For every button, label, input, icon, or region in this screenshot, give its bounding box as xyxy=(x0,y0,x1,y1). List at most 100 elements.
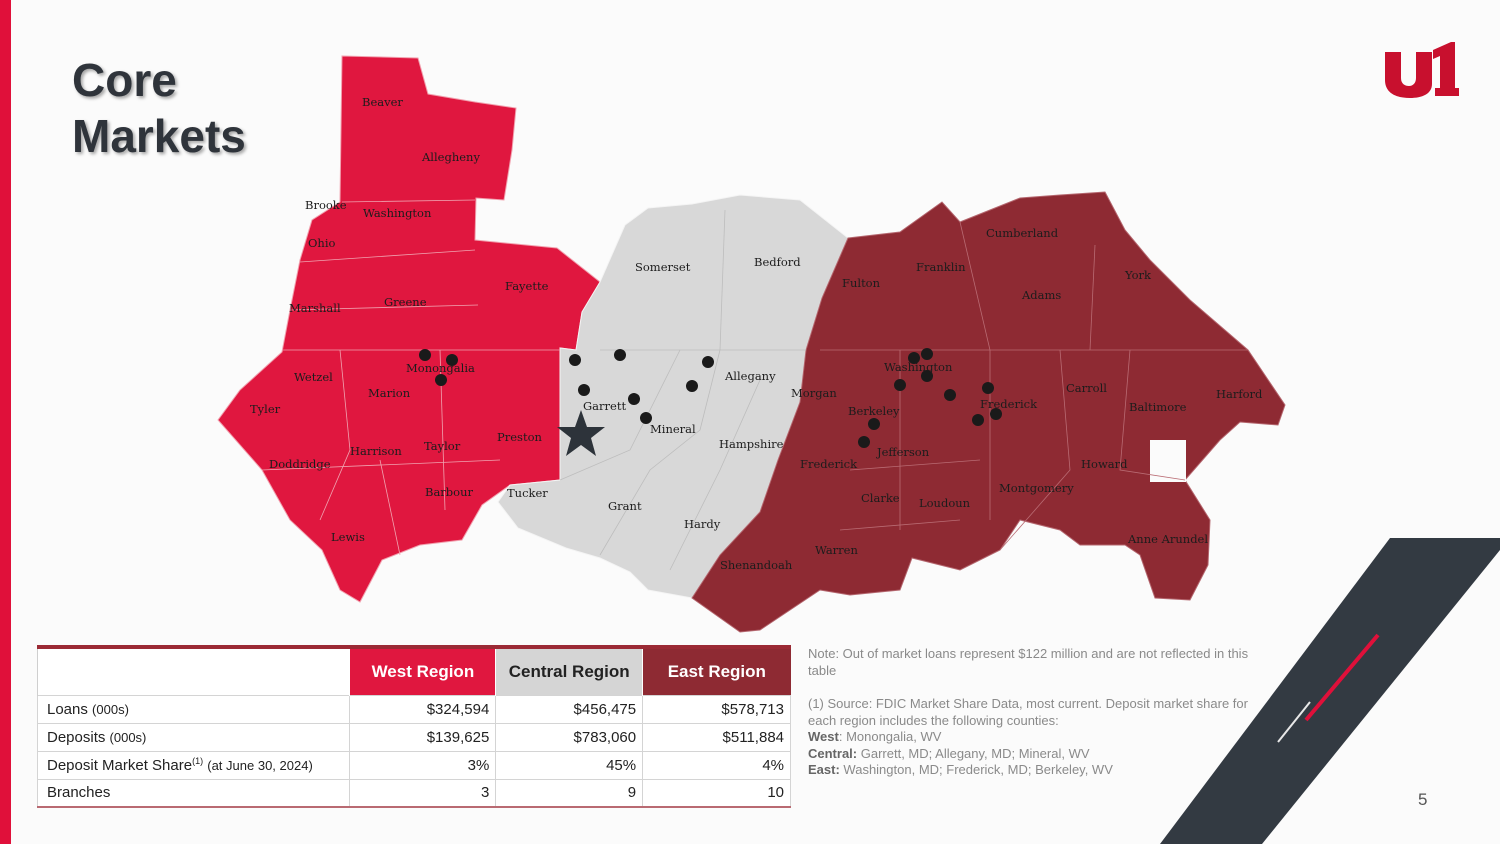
county-label: Wetzel xyxy=(294,370,333,384)
header-central-region: Central Region xyxy=(495,649,643,695)
header-east-region: East Region xyxy=(642,649,791,695)
branch-dot-icon xyxy=(944,389,956,401)
county-label: Baltimore xyxy=(1129,400,1187,414)
deposits-east: $511,884 xyxy=(642,722,791,752)
county-label: Fayette xyxy=(505,279,549,293)
row-label: Deposits (000s) xyxy=(36,722,351,752)
share-west: 3% xyxy=(349,750,497,780)
table-corner-cell xyxy=(36,649,350,695)
county-label: Hardy xyxy=(684,517,721,531)
branches-east: 10 xyxy=(642,778,791,808)
county-label: Doddridge xyxy=(269,457,331,471)
branches-central: 9 xyxy=(495,778,644,808)
branch-dot-icon xyxy=(446,354,458,366)
loans-east: $578,713 xyxy=(642,694,791,724)
county-label: Franklin xyxy=(916,260,966,274)
county-label: Tucker xyxy=(507,486,548,500)
county-label: Barbour xyxy=(425,485,473,499)
branch-dot-icon xyxy=(686,380,698,392)
page-number: 5 xyxy=(1418,790,1428,809)
page-title: Core Markets xyxy=(72,52,246,164)
branch-dot-icon xyxy=(435,374,447,386)
county-label: Marshall xyxy=(289,301,341,315)
branch-dot-icon xyxy=(702,356,714,368)
east-region-area xyxy=(691,191,1286,633)
branch-dot-icon xyxy=(921,370,933,382)
county-label: Washington xyxy=(884,360,953,374)
county-label: Grant xyxy=(608,499,642,513)
county-label: Somerset xyxy=(635,260,691,274)
branch-dot-icon xyxy=(578,384,590,396)
county-label: Clarke xyxy=(861,491,900,505)
left-accent-bar xyxy=(0,0,11,844)
branch-dot-icon xyxy=(569,354,581,366)
county-label: Garrett xyxy=(583,399,626,413)
branch-dot-icon xyxy=(894,379,906,391)
deposits-central: $783,060 xyxy=(495,722,644,752)
title-line-2: Markets xyxy=(72,110,246,162)
branch-dot-icon xyxy=(858,436,870,448)
table-row-loans: Loans (000s) $324,594 $456,475 $578,713 xyxy=(36,694,791,724)
header-west-region: West Region xyxy=(349,649,496,695)
loans-west: $324,594 xyxy=(349,694,497,724)
core-markets-map: Beaver Allegheny Brooke Washington Ohio … xyxy=(200,50,1300,640)
county-label: Montgomery xyxy=(999,481,1074,495)
deposits-west: $139,625 xyxy=(349,722,497,752)
county-label: Preston xyxy=(497,430,542,444)
county-label: Carroll xyxy=(1066,381,1107,395)
county-label: Warren xyxy=(815,543,858,557)
county-label: Allegheny xyxy=(421,150,480,164)
county-label: Anne Arundel xyxy=(1127,532,1208,546)
table-row-market-share: Deposit Market Share(1) (at June 30, 202… xyxy=(36,750,791,780)
branch-dot-icon xyxy=(908,352,920,364)
county-label: Ohio xyxy=(308,236,336,250)
county-label: Marion xyxy=(368,386,411,400)
branch-dot-icon xyxy=(628,393,640,405)
headquarters-star-icon xyxy=(557,410,605,456)
county-label: Beaver xyxy=(362,95,403,109)
out-of-market-note: Note: Out of market loans represent $122… xyxy=(808,646,1249,678)
county-label: Washington xyxy=(363,206,432,220)
county-label: Berkeley xyxy=(848,404,900,418)
share-east: 4% xyxy=(642,750,791,780)
branch-dot-icon xyxy=(921,348,933,360)
county-label: Monongalia xyxy=(406,361,475,375)
source-note: (1) Source: FDIC Market Share Data, most… xyxy=(808,696,1248,777)
county-label: Lewis xyxy=(331,530,365,544)
branch-dot-icon xyxy=(419,349,431,361)
county-label: Frederick xyxy=(980,397,1038,411)
row-label: Deposit Market Share(1) (at June 30, 202… xyxy=(36,750,351,780)
county-label: Taylor xyxy=(424,439,461,453)
county-labels: Beaver Allegheny Brooke Washington Ohio … xyxy=(250,95,1263,572)
share-central: 45% xyxy=(495,750,644,780)
table-row-deposits: Deposits (000s) $139,625 $783,060 $511,8… xyxy=(36,722,791,752)
county-label: Hampshire xyxy=(719,437,784,451)
footnotes: Note: Out of market loans represent $122… xyxy=(808,646,1278,779)
county-label: Greene xyxy=(384,295,427,309)
central-county-borders xyxy=(559,209,806,571)
county-label: Frederick xyxy=(800,457,858,471)
county-label: Cumberland xyxy=(986,226,1059,240)
county-label: Shenandoah xyxy=(720,558,793,572)
branch-dot-icon xyxy=(990,408,1002,420)
county-label: Allegany xyxy=(724,369,776,383)
county-label: Loudoun xyxy=(919,496,971,510)
branch-dot-icon xyxy=(982,382,994,394)
county-label: Fulton xyxy=(842,276,881,290)
branch-dot-icon xyxy=(972,414,984,426)
decorative-stripe xyxy=(1150,530,1500,844)
loans-central: $456,475 xyxy=(495,694,644,724)
county-label: Harrison xyxy=(350,444,402,458)
branch-dot-icon xyxy=(614,349,626,361)
table-row-branches: Branches 3 9 10 xyxy=(36,778,791,808)
united-bank-u1-logo-icon xyxy=(1383,40,1459,98)
county-label: Morgan xyxy=(791,386,837,400)
county-label: Mineral xyxy=(650,422,696,436)
title-line-1: Core xyxy=(72,54,177,106)
county-label: Harford xyxy=(1216,387,1263,401)
branch-dot-icon xyxy=(868,418,880,430)
west-region-area xyxy=(217,55,601,603)
county-label: Jefferson xyxy=(876,445,930,459)
county-label: Tyler xyxy=(250,402,281,416)
county-label: Adams xyxy=(1021,288,1061,302)
